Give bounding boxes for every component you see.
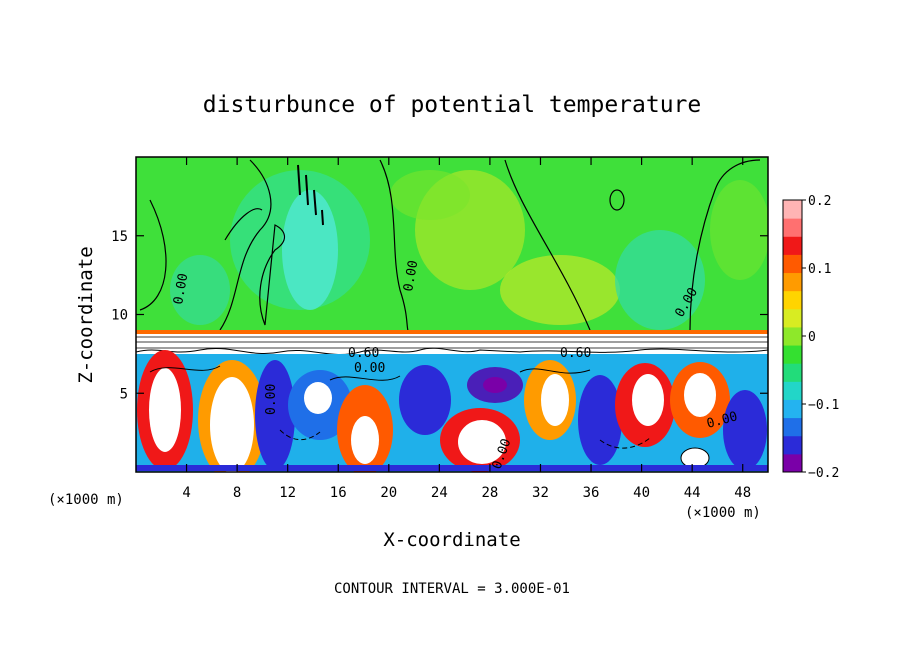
colorbar-swatch [783, 200, 802, 219]
colorbar-tick-label: 0.2 [808, 194, 831, 209]
x-tick-label: 32 [532, 485, 549, 501]
colorbar-swatch [783, 381, 802, 400]
colorbar-swatch [783, 417, 802, 437]
x-tick-label: 48 [734, 485, 751, 501]
plot-area [136, 157, 768, 472]
colorbar-swatch [783, 453, 802, 473]
x-tick-label: 28 [481, 485, 498, 501]
x-tick-label: 44 [684, 485, 701, 501]
contour-label: 0.60 [560, 346, 591, 361]
colorbar-swatch [783, 218, 802, 237]
x-unit-left: (×1000 m) [48, 492, 124, 508]
y-tick-label: 15 [111, 229, 128, 245]
x-tick-label: 40 [633, 485, 650, 501]
x-tick-label: 12 [279, 485, 296, 501]
contour-label: 0.00 [354, 361, 385, 376]
x-axis-label: X-coordinate [383, 529, 520, 551]
colorbar-swatch [783, 435, 802, 455]
colorbar-swatch [783, 290, 802, 310]
y-tick-label: 10 [111, 308, 128, 324]
stable-band [136, 330, 768, 355]
x-tick-label: 16 [330, 485, 347, 501]
colorbar-swatch [783, 236, 802, 255]
colorbar-swatch [783, 308, 802, 328]
x-tick-label: 8 [233, 485, 241, 501]
colorbar-tick-label: 0.1 [808, 262, 831, 277]
x-axis: 4 8 12 16 20 24 28 32 36 40 44 48 [182, 157, 751, 501]
contour-label: 0.60 [348, 346, 379, 361]
x-tick-label: 36 [583, 485, 600, 501]
colorbar-swatch [783, 399, 802, 419]
colorbar-swatch [783, 345, 802, 364]
colorbar: 0.2 0.1 0 −0.1 −0.2 [782, 194, 839, 481]
y-axis-label: Z-coordinate [75, 246, 97, 383]
colorbar-swatch [783, 326, 802, 346]
colorbar-swatch [783, 254, 802, 274]
colorbar-tick-label: 0 [808, 330, 816, 345]
colorbar-tick-label: −0.1 [808, 398, 839, 413]
contour-label: 0.00 [264, 384, 279, 415]
contour-label: 0.00 [171, 272, 191, 305]
y-axis: 5 10 15 [111, 229, 768, 402]
x-tick-label: 20 [380, 485, 397, 501]
x-unit-right: (×1000 m) [685, 505, 761, 521]
colorbar-swatch [783, 363, 802, 382]
lower-features [136, 350, 768, 472]
upper-features [139, 159, 768, 335]
y-tick-label: 5 [120, 386, 128, 402]
x-tick-label: 4 [182, 485, 190, 501]
x-tick-label: 24 [431, 485, 448, 501]
colorbar-tick-label: −0.2 [808, 466, 839, 481]
contour-label: 0.00 [401, 259, 421, 292]
chart-title: disturbunce of potential temperature [203, 92, 702, 118]
colorbar-swatch [783, 272, 802, 292]
contour-interval: CONTOUR INTERVAL = 3.000E-01 [334, 581, 570, 597]
